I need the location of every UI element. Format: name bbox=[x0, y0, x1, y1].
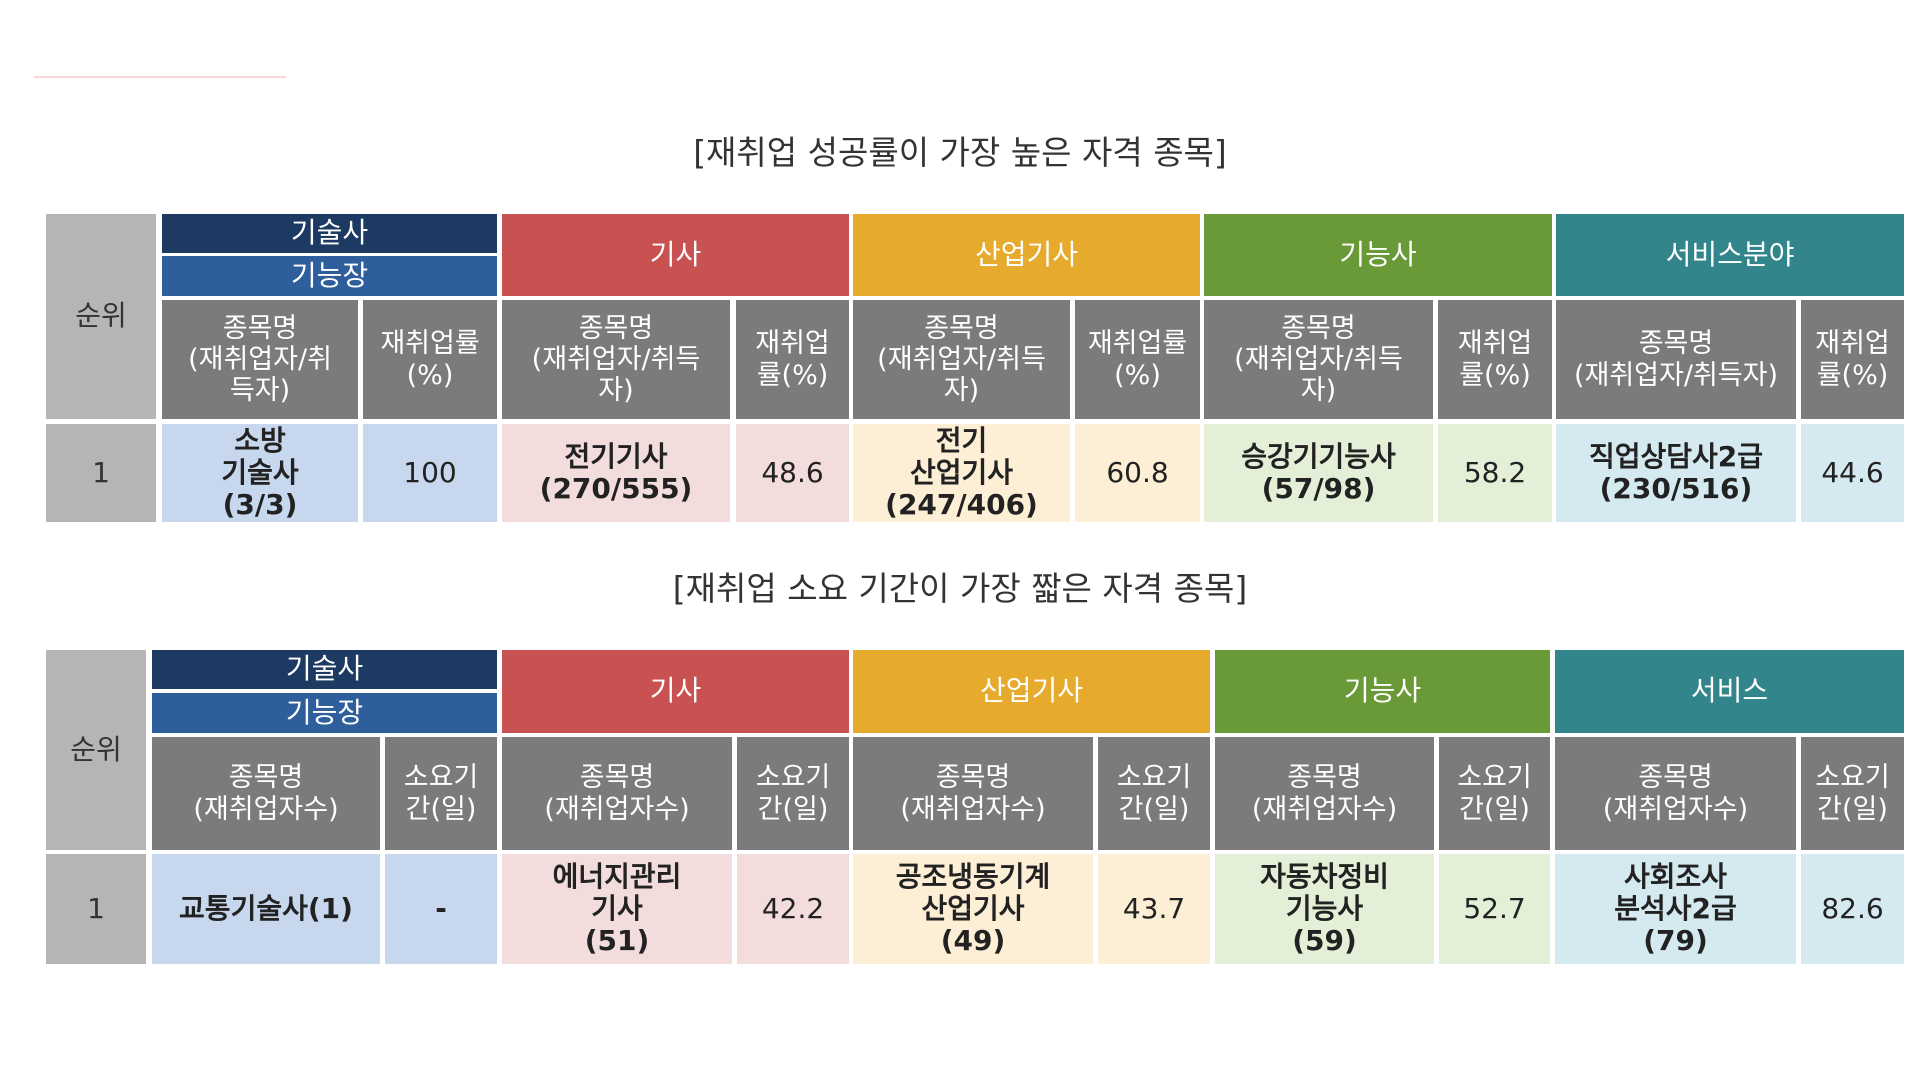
table1-gineung-name: 승강기기능사 (57/98) bbox=[1204, 424, 1433, 522]
table2-tech-name: 교통기술사(1) bbox=[152, 854, 380, 964]
table1-category-gineung: 기능사 bbox=[1204, 214, 1552, 296]
table2-sub-sanup-days: 소요기 간(일) bbox=[1098, 737, 1210, 850]
table2-category-gisa: 기사 bbox=[502, 650, 849, 733]
table1-sanup-rate: 60.8 bbox=[1075, 424, 1200, 522]
table2-gineung-name: 자동차정비 기능사 (59) bbox=[1215, 854, 1434, 964]
table2-row-rank: 1 bbox=[46, 854, 146, 964]
table1-category-tech-top: 기술사 bbox=[162, 214, 497, 253]
table1-sub-gineung-name: 종목명 (재취업자/취득 자) bbox=[1204, 300, 1433, 419]
decorative-top-line bbox=[34, 76, 286, 78]
table2-category-sanup: 산업기사 bbox=[853, 650, 1210, 733]
table1-tech-name: 소방 기술사 (3/3) bbox=[162, 424, 358, 522]
table2-sanup-days: 43.7 bbox=[1098, 854, 1210, 964]
table2-gineung-days: 52.7 bbox=[1439, 854, 1550, 964]
table2-service-name: 사회조사 분석사2급 (79) bbox=[1555, 854, 1796, 964]
table2-gisa-days: 42.2 bbox=[737, 854, 849, 964]
table1-service-rate: 44.6 bbox=[1801, 424, 1904, 522]
table1-title: [재취업 성공률이 가장 높은 자격 종목] bbox=[693, 133, 1227, 172]
table1-gisa-rate: 48.6 bbox=[736, 424, 849, 522]
table1-category-service: 서비스분야 bbox=[1556, 214, 1904, 296]
table2-rank-header: 순위 bbox=[46, 650, 146, 850]
table2-sanup-name: 공조냉동기계 산업기사 (49) bbox=[853, 854, 1093, 964]
table2-sub-tech-days: 소요기 간(일) bbox=[385, 737, 497, 850]
table1-category-sanup: 산업기사 bbox=[853, 214, 1200, 296]
table1-sub-service-name: 종목명 (재취업자/취득자) bbox=[1556, 300, 1796, 419]
table2-sub-service-name: 종목명 (재취업자수) bbox=[1555, 737, 1796, 850]
table2-gisa-name: 에너지관리 기사 (51) bbox=[502, 854, 732, 964]
table1-sub-tech-rate: 재취업률 (%) bbox=[363, 300, 497, 419]
table2-title: [재취업 소요 기간이 가장 짧은 자격 종목] bbox=[672, 569, 1248, 608]
table1-sub-service-rate: 재취업 률(%) bbox=[1801, 300, 1904, 419]
table2-sub-sanup-name: 종목명 (재취업자수) bbox=[853, 737, 1093, 850]
table1-gineung-rate: 58.2 bbox=[1438, 424, 1552, 522]
table2-category-tech-top: 기술사 bbox=[152, 650, 497, 689]
table1-row-rank: 1 bbox=[46, 424, 156, 522]
table1-category-tech-bottom: 기능장 bbox=[162, 256, 497, 296]
table1-sub-sanup-rate: 재취업률 (%) bbox=[1075, 300, 1200, 419]
table2-sub-gisa-name: 종목명 (재취업자수) bbox=[502, 737, 732, 850]
table1-tech-rate: 100 bbox=[363, 424, 497, 522]
table1-gisa-name: 전기기사 (270/555) bbox=[502, 424, 730, 522]
table2-category-gineung: 기능사 bbox=[1215, 650, 1550, 733]
table1-service-name: 직업상담사2급 (230/516) bbox=[1556, 424, 1796, 522]
table1-sub-gisa-rate: 재취업 률(%) bbox=[736, 300, 849, 419]
table2-sub-gineung-days: 소요기 간(일) bbox=[1439, 737, 1550, 850]
table2-category-tech-bottom: 기능장 bbox=[152, 693, 497, 733]
table2-sub-service-days: 소요기 간(일) bbox=[1801, 737, 1904, 850]
table2-tech-days: - bbox=[385, 854, 497, 964]
table1-sub-tech-name: 종목명 (재취업자/취 득자) bbox=[162, 300, 358, 419]
table1-sub-gineung-rate: 재취업 률(%) bbox=[1438, 300, 1552, 419]
table1-sub-gisa-name: 종목명 (재취업자/취득 자) bbox=[502, 300, 730, 419]
table1-rank-header: 순위 bbox=[46, 214, 156, 419]
table2-service-days: 82.6 bbox=[1801, 854, 1904, 964]
table1-category-gisa: 기사 bbox=[502, 214, 849, 296]
table2-sub-tech-name: 종목명 (재취업자수) bbox=[152, 737, 380, 850]
table2-category-service: 서비스 bbox=[1555, 650, 1904, 733]
table1-sub-sanup-name: 종목명 (재취업자/취득 자) bbox=[853, 300, 1070, 419]
table1-sanup-name: 전기 산업기사 (247/406) bbox=[853, 424, 1070, 522]
table2-sub-gisa-days: 소요기 간(일) bbox=[737, 737, 849, 850]
table2-sub-gineung-name: 종목명 (재취업자수) bbox=[1215, 737, 1434, 850]
